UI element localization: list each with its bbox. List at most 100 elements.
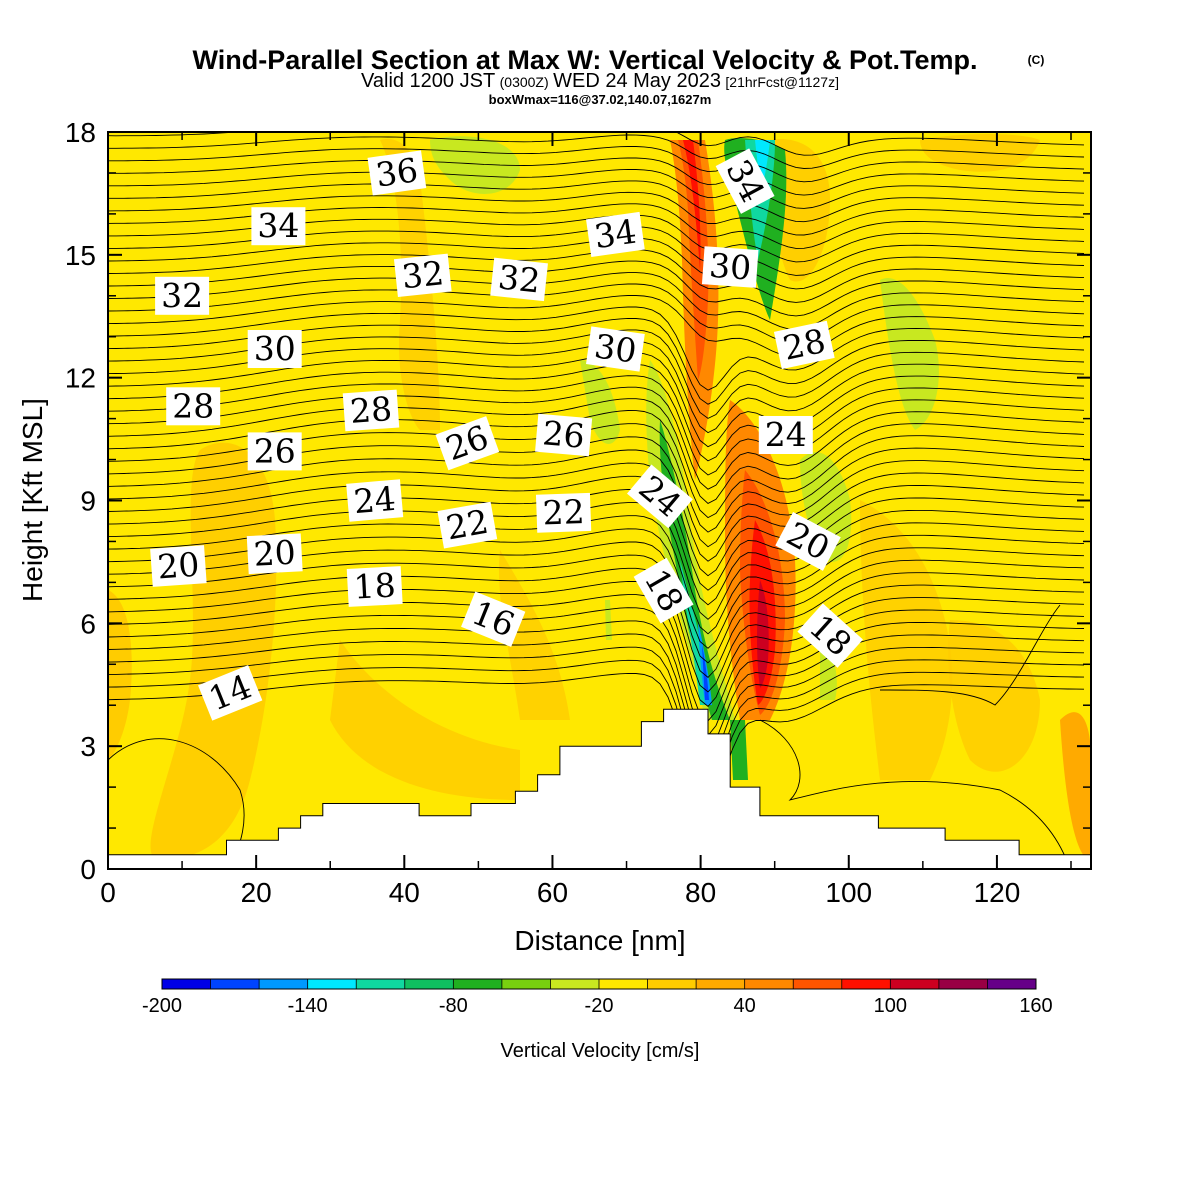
contour-label-box [586,326,645,372]
colorbar-swatch [501,979,551,989]
colorbar-swatch [404,979,454,989]
contour-label-text: 32 [496,257,542,300]
updraft-upper-core [683,140,701,270]
contour-label: 30 [586,326,645,372]
colorbar-tick-label: -80 [439,995,468,1017]
theta-contour-line [108,462,1085,577]
contour-label-box [251,207,306,246]
theta-contour-line [108,363,1085,462]
contour-label-text: 24 [765,415,807,454]
colorbar-tick-label: 100 [874,995,907,1017]
contour-label: 26 [535,413,593,457]
theta-contour-line [108,272,1085,330]
theta-contour-line [108,672,1085,809]
updraft-weak-left [150,442,277,860]
theta-contour-line [108,295,1085,357]
x-tick-label: 60 [537,877,568,908]
colorbar-swatch [647,979,697,989]
y-tick-label: 18 [65,117,96,148]
contour-label: 26 [247,431,302,471]
theta-contour-line [108,607,1085,737]
contour-label: 24 [346,479,404,522]
contour-label: 30 [247,329,302,368]
contour-label-text: 30 [592,326,639,370]
contour-label-box [535,492,592,533]
updraft-weak-right [860,500,953,780]
y-tick-label: 9 [80,486,96,517]
contour-label-box [346,566,403,607]
theta-contour-line [108,633,1085,766]
contour-label-box [342,389,400,432]
contour-label-box [701,246,759,288]
contour-label: 28 [773,320,835,370]
theta-contour-line [108,398,1085,504]
contour-label-box [247,330,302,368]
contour-label-box [437,501,498,549]
y-tick-label: 6 [80,608,96,639]
theta-contour-line [879,604,1061,706]
theta-contours [108,132,1085,869]
contour-label-text: 32 [400,253,446,296]
contour-label: 28 [166,386,221,426]
y-tick-label: 15 [65,240,96,271]
contour-label-text: 34 [257,206,299,245]
theta-contour-line [108,659,1085,795]
colorbar-swatch [938,979,988,989]
theta-contour-line [108,488,1085,606]
contour-label-box [461,591,526,647]
contour-label-text: 28 [349,389,394,431]
contour-label-box [393,253,452,298]
theta-contour-line [759,719,1071,869]
chart-title: Wind-Parallel Section at Max W: Vertical… [193,45,978,75]
subtitle-utc: (0300Z) [500,74,549,90]
colorbar-swatch [696,979,745,989]
contour-label-box [246,533,303,575]
colorbar: -200 -140 -80 -20 40 100 160 [142,978,1053,1017]
contour-label: 22 [535,492,592,533]
x-tick-label: 120 [974,877,1021,908]
contour-label-text: 20 [156,545,201,587]
contour-label-text: 22 [542,492,585,532]
contour-label-text: 36 [373,150,420,194]
updraft-upper-strong [678,140,709,380]
downdraft-weak-upper-right [880,278,939,430]
contour-label: 20 [150,545,207,587]
contour-label-text: 28 [780,321,829,368]
contour-label-text: 22 [443,502,491,548]
y-tick-label: 12 [65,363,96,394]
contour-label: 36 [367,150,427,196]
theta-contour-line [108,515,1085,635]
x-tick-label: 100 [825,877,872,908]
contour-label-box [346,479,404,522]
contour-label-box [758,416,813,454]
colorbar-tick-label: -20 [585,995,614,1017]
colorbar-swatch [890,979,940,989]
contour-label-text: 26 [254,431,296,470]
contour-label: 20 [246,533,303,575]
colorbar-tick-label: -140 [288,995,328,1017]
colorbar-tick-label: 40 [734,995,756,1017]
contour-label-text: 24 [352,479,397,522]
subtitle-forecast: [21hrFcst@1127z] [725,74,839,90]
updraft-weak-mid [499,550,570,720]
theta-contour-line [108,646,1085,780]
y-tick-label: 0 [80,854,96,885]
x-tick-label: 80 [685,877,716,908]
contour-label-box [535,413,593,457]
theta-contour-line [108,191,1085,236]
theta-contour-line [108,283,1085,344]
contour-label: 34 [251,206,306,246]
contour-label-text: 34 [592,212,639,256]
x-axis-label: Distance [nm] [514,925,685,956]
theta-contour-line [108,132,1085,156]
contour-label: 28 [342,389,400,432]
colorbar-swatch [841,979,891,989]
theta-contour-line [108,168,1085,209]
contour-label-box [773,320,835,370]
contour-label-text: 18 [353,565,397,606]
x-tick-label: 0 [100,877,116,908]
contour-label-box [155,276,210,315]
contour-label: 18 [346,565,403,607]
